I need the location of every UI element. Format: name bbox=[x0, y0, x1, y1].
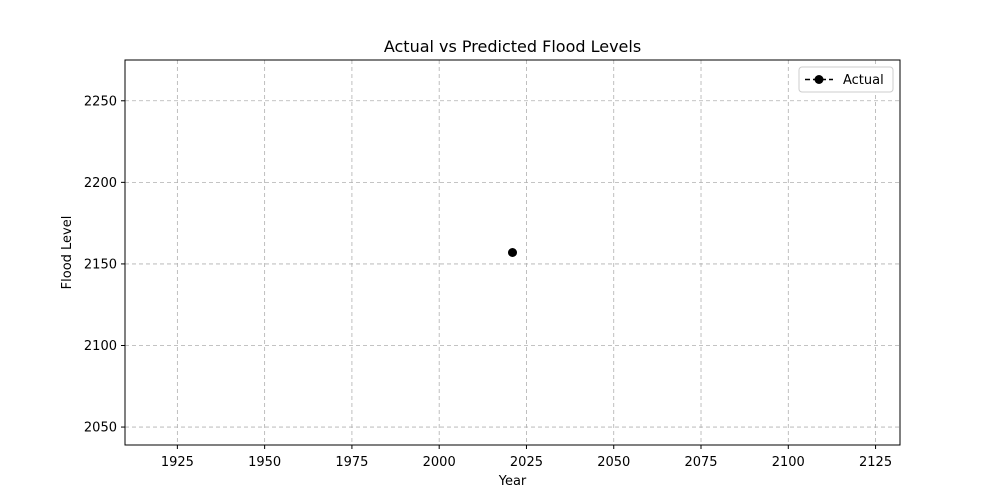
y-axis-label: Flood Level bbox=[60, 216, 75, 290]
x-tick-label: 2125 bbox=[859, 455, 892, 470]
data-point bbox=[508, 248, 517, 257]
x-tick-label: 1950 bbox=[248, 455, 281, 470]
legend-label-actual: Actual bbox=[843, 73, 884, 88]
x-tick-label: 1925 bbox=[161, 455, 194, 470]
plot-area bbox=[124, 59, 901, 446]
chart-title: Actual vs Predicted Flood Levels bbox=[384, 37, 641, 56]
x-tick-label: 2050 bbox=[597, 455, 630, 470]
y-tick-label: 2050 bbox=[84, 421, 117, 436]
x-axis-label: Year bbox=[498, 474, 527, 489]
legend-frame bbox=[798, 66, 894, 93]
y-tick-label: 2250 bbox=[84, 94, 117, 109]
y-tick-label: 2100 bbox=[84, 339, 117, 354]
x-tick-label: 2075 bbox=[684, 455, 717, 470]
y-tick-label: 2200 bbox=[84, 176, 117, 191]
x-tick-label: 2100 bbox=[772, 455, 805, 470]
axis-ticks: 1925 1950 1975 2000 2025 2050 2075 2100 2125 2050… bbox=[84, 94, 892, 470]
x-tick-label: 2000 bbox=[423, 455, 456, 470]
x-tick-label: 1975 bbox=[335, 455, 368, 470]
y-tick-label: 2150 bbox=[84, 257, 117, 272]
x-tick-label: 2025 bbox=[510, 455, 543, 470]
legend: Actual bbox=[798, 66, 894, 93]
grid bbox=[125, 60, 900, 445]
legend-marker bbox=[814, 75, 824, 84]
series bbox=[508, 248, 517, 257]
